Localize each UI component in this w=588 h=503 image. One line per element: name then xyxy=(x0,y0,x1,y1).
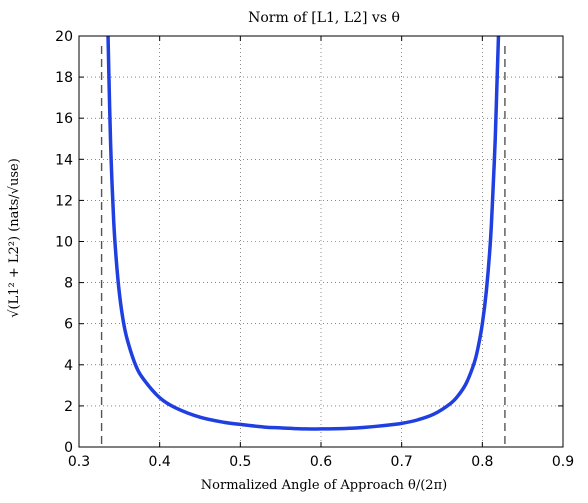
y-tick-label: 6 xyxy=(64,317,73,333)
x-tick-label: 0.3 xyxy=(68,454,90,470)
y-tick-label: 10 xyxy=(55,235,73,251)
asymptotes xyxy=(100,46,506,447)
y-tick-label: 0 xyxy=(64,440,73,456)
y-tick-label: 14 xyxy=(55,152,73,168)
y-axis-label: √(L1² + L2²) (nats/√use) xyxy=(7,158,22,318)
y-tick-label: 2 xyxy=(64,399,73,415)
y-tick-labels: 0 2 4 6 8 10 12 14 16 18 20 xyxy=(55,29,73,456)
y-tick-label: 8 xyxy=(64,276,73,292)
y-tick-label: 18 xyxy=(55,70,73,86)
y-tick-label: 20 xyxy=(55,29,73,45)
y-tick-label: 12 xyxy=(55,193,73,209)
x-tick-labels: 0.3 0.4 0.5 0.6 0.7 0.8 0.9 xyxy=(68,454,574,470)
x-tick-label: 0.9 xyxy=(552,454,574,470)
series-line xyxy=(106,35,501,431)
x-tick-label: 0.5 xyxy=(229,454,251,470)
series-layer xyxy=(106,35,501,431)
x-tick-label: 0.7 xyxy=(391,454,413,470)
grid xyxy=(79,36,563,447)
chart-title: Norm of [L1, L2] vs θ xyxy=(248,10,400,26)
x-tick-label: 0.6 xyxy=(310,454,332,470)
y-tick-label: 16 xyxy=(55,111,73,127)
x-axis-label: Normalized Angle of Approach θ/(2π) xyxy=(201,478,447,493)
ticks xyxy=(78,35,564,448)
y-tick-label: 4 xyxy=(64,358,73,374)
x-tick-label: 0.4 xyxy=(149,454,171,470)
x-tick-label: 0.8 xyxy=(471,454,493,470)
